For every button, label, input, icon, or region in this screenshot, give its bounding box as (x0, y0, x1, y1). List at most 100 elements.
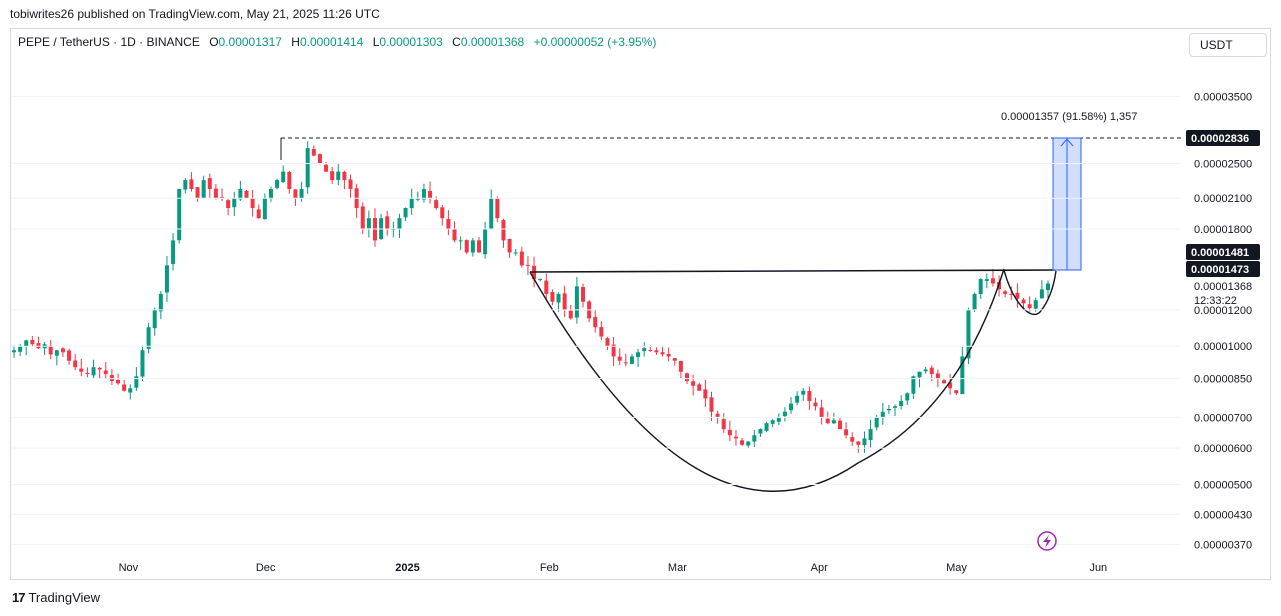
candle[interactable] (281, 171, 286, 183)
candle[interactable] (819, 407, 824, 418)
candle[interactable] (128, 388, 133, 393)
candle[interactable] (452, 229, 457, 241)
candle[interactable] (795, 395, 800, 403)
candle[interactable] (36, 343, 41, 349)
candle[interactable] (60, 348, 65, 353)
candle[interactable] (685, 373, 690, 382)
candle[interactable] (556, 293, 561, 303)
candle[interactable] (428, 190, 433, 199)
candle[interactable] (232, 198, 237, 208)
candle[interactable] (886, 408, 891, 411)
candle[interactable] (140, 350, 145, 377)
candle[interactable] (782, 411, 787, 417)
candle[interactable] (746, 441, 751, 446)
candle[interactable] (293, 189, 298, 199)
candle[interactable] (330, 171, 335, 181)
candle[interactable] (189, 179, 194, 189)
candle[interactable] (299, 188, 304, 199)
candle[interactable] (385, 216, 390, 229)
candle[interactable] (666, 354, 671, 357)
candle[interactable] (709, 397, 714, 412)
candle[interactable] (966, 309, 971, 359)
candle[interactable] (305, 148, 310, 188)
candle[interactable] (831, 420, 836, 424)
candle[interactable] (483, 228, 488, 255)
candle[interactable] (807, 391, 812, 401)
candle[interactable] (905, 393, 910, 401)
candle[interactable] (201, 180, 206, 198)
candle[interactable] (171, 240, 176, 264)
candle[interactable] (801, 390, 806, 395)
candle[interactable] (917, 371, 922, 378)
candle[interactable] (1033, 300, 1038, 309)
candle[interactable] (244, 190, 249, 199)
candle[interactable] (348, 179, 353, 189)
candle[interactable] (48, 345, 53, 355)
candle[interactable] (703, 389, 708, 399)
candle[interactable] (440, 207, 445, 219)
candle[interactable] (525, 264, 530, 266)
candle[interactable] (825, 418, 830, 424)
candle[interactable] (97, 367, 102, 370)
candle[interactable] (984, 279, 989, 282)
candle[interactable] (538, 279, 543, 281)
candle[interactable] (220, 197, 225, 199)
candle[interactable] (550, 292, 555, 302)
candle[interactable] (250, 198, 255, 208)
candle[interactable] (911, 376, 916, 394)
candle[interactable] (733, 436, 738, 439)
candle[interactable] (287, 172, 292, 189)
candle[interactable] (862, 438, 867, 446)
candle[interactable] (1027, 304, 1032, 309)
candle[interactable] (581, 287, 586, 302)
candle[interactable] (164, 265, 169, 293)
candle[interactable] (476, 240, 481, 253)
candle[interactable] (30, 339, 35, 345)
candle[interactable] (929, 367, 934, 375)
candle[interactable] (403, 207, 408, 218)
candle[interactable] (764, 423, 769, 431)
candle[interactable] (837, 420, 842, 430)
candle[interactable] (727, 429, 732, 436)
candle[interactable] (990, 278, 995, 284)
candle[interactable] (207, 178, 212, 189)
candle[interactable] (122, 384, 127, 391)
candle[interactable] (12, 350, 16, 353)
symbol-label[interactable]: PEPE / TetherUS · 1D · BINANCE (18, 35, 200, 49)
candle[interactable] (446, 218, 451, 229)
candle[interactable] (507, 238, 512, 253)
candle[interactable] (238, 188, 243, 200)
candle[interactable] (691, 381, 696, 386)
candle[interactable] (941, 380, 946, 384)
currency-selector[interactable]: USDT (1189, 33, 1267, 57)
candle[interactable] (648, 350, 653, 352)
candle[interactable] (978, 279, 983, 295)
candle[interactable] (177, 188, 182, 241)
candle[interactable] (397, 218, 402, 229)
candle[interactable] (366, 218, 371, 229)
candle[interactable] (715, 413, 720, 418)
candle[interactable] (636, 352, 641, 358)
candle[interactable] (880, 411, 885, 418)
candle[interactable] (611, 344, 616, 357)
candle[interactable] (73, 360, 78, 368)
tradingview-brand[interactable]: 17 TradingView (12, 590, 100, 605)
candle[interactable] (654, 350, 659, 353)
candle[interactable] (434, 200, 439, 208)
candle[interactable] (574, 286, 579, 318)
chart-frame[interactable] (10, 28, 1271, 580)
candle[interactable] (360, 206, 365, 229)
candle[interactable] (1003, 291, 1008, 294)
candle[interactable] (678, 360, 683, 372)
candle[interactable] (605, 338, 610, 347)
candle[interactable] (91, 367, 96, 376)
candle[interactable] (972, 293, 977, 310)
candle[interactable] (856, 441, 861, 445)
candle[interactable] (134, 376, 139, 388)
candle[interactable] (342, 171, 347, 181)
candle[interactable] (103, 370, 108, 375)
candle[interactable] (470, 240, 475, 253)
candle[interactable] (844, 429, 849, 436)
candle[interactable] (740, 440, 745, 445)
